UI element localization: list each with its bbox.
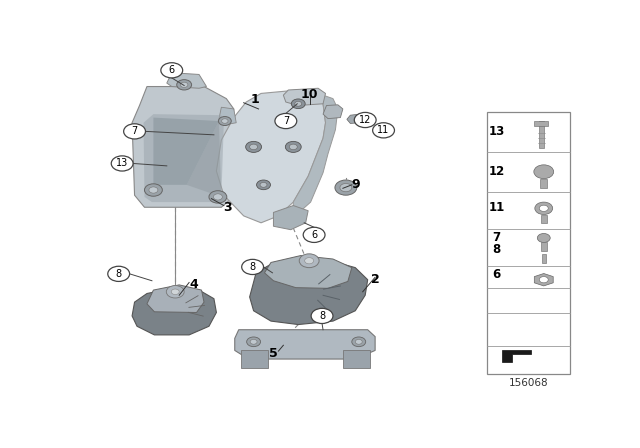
- Circle shape: [149, 187, 158, 193]
- Polygon shape: [264, 255, 352, 289]
- Circle shape: [161, 63, 182, 78]
- Text: 7: 7: [131, 126, 138, 136]
- Polygon shape: [147, 285, 204, 313]
- Polygon shape: [235, 330, 375, 359]
- Polygon shape: [284, 88, 326, 106]
- Text: 13: 13: [488, 125, 505, 138]
- Text: 12: 12: [488, 164, 505, 177]
- Polygon shape: [343, 350, 370, 368]
- Polygon shape: [154, 117, 219, 185]
- Circle shape: [538, 233, 550, 242]
- Polygon shape: [539, 121, 544, 147]
- Polygon shape: [542, 254, 546, 263]
- Circle shape: [285, 142, 301, 152]
- Polygon shape: [132, 86, 234, 207]
- Text: 6: 6: [493, 268, 500, 281]
- Polygon shape: [534, 273, 553, 286]
- Circle shape: [250, 340, 257, 344]
- Polygon shape: [132, 289, 216, 335]
- Circle shape: [246, 337, 260, 347]
- Polygon shape: [241, 350, 269, 368]
- Circle shape: [311, 308, 333, 323]
- Circle shape: [355, 112, 376, 128]
- Circle shape: [221, 119, 228, 123]
- Text: 8: 8: [493, 243, 500, 256]
- Text: 13: 13: [116, 159, 128, 168]
- Text: 7: 7: [493, 231, 500, 244]
- Polygon shape: [293, 94, 338, 218]
- Circle shape: [246, 142, 262, 152]
- Circle shape: [209, 191, 227, 203]
- Circle shape: [242, 259, 264, 275]
- Circle shape: [295, 101, 301, 106]
- Text: 9: 9: [351, 178, 360, 191]
- Text: 8: 8: [250, 262, 255, 272]
- Circle shape: [534, 165, 554, 179]
- Text: 11: 11: [488, 201, 505, 214]
- Circle shape: [124, 124, 145, 139]
- Circle shape: [180, 82, 188, 87]
- Polygon shape: [216, 90, 326, 223]
- Text: 10: 10: [301, 88, 318, 101]
- Text: 11: 11: [378, 125, 390, 135]
- Polygon shape: [541, 215, 547, 223]
- Text: 6: 6: [311, 230, 317, 240]
- Polygon shape: [323, 105, 343, 119]
- Circle shape: [540, 276, 548, 283]
- Text: 156068: 156068: [509, 378, 548, 388]
- Circle shape: [166, 285, 184, 298]
- Text: 5: 5: [269, 347, 278, 360]
- Text: 4: 4: [189, 278, 198, 291]
- Circle shape: [355, 340, 362, 344]
- Text: 8: 8: [319, 311, 325, 321]
- Text: 6: 6: [169, 65, 175, 75]
- Text: 7: 7: [283, 116, 289, 126]
- Circle shape: [213, 194, 222, 200]
- Circle shape: [335, 180, 356, 195]
- Polygon shape: [187, 121, 221, 197]
- Polygon shape: [273, 206, 308, 230]
- Text: 8: 8: [116, 269, 122, 279]
- Polygon shape: [143, 114, 224, 202]
- Polygon shape: [250, 259, 367, 324]
- Circle shape: [535, 202, 553, 215]
- Circle shape: [352, 337, 365, 347]
- Polygon shape: [540, 179, 547, 188]
- Polygon shape: [534, 121, 548, 126]
- Text: 12: 12: [359, 115, 371, 125]
- Circle shape: [275, 113, 297, 129]
- Circle shape: [145, 184, 163, 196]
- Circle shape: [177, 80, 191, 90]
- Circle shape: [289, 144, 297, 150]
- Polygon shape: [502, 350, 531, 362]
- Circle shape: [172, 289, 179, 294]
- Text: 1: 1: [251, 93, 259, 106]
- Text: 3: 3: [223, 201, 232, 214]
- Polygon shape: [347, 114, 364, 124]
- Circle shape: [305, 258, 314, 264]
- Circle shape: [340, 184, 352, 192]
- Circle shape: [108, 266, 129, 281]
- Text: 2: 2: [371, 273, 380, 286]
- Polygon shape: [167, 73, 207, 88]
- Circle shape: [257, 180, 271, 190]
- Circle shape: [260, 182, 267, 187]
- Circle shape: [250, 144, 257, 150]
- Circle shape: [111, 156, 133, 171]
- Circle shape: [372, 123, 394, 138]
- Circle shape: [540, 205, 548, 211]
- Circle shape: [291, 99, 305, 108]
- Circle shape: [300, 254, 319, 267]
- Circle shape: [303, 227, 325, 242]
- Polygon shape: [541, 242, 547, 251]
- Circle shape: [218, 116, 231, 125]
- FancyBboxPatch shape: [486, 112, 570, 374]
- Polygon shape: [219, 107, 236, 125]
